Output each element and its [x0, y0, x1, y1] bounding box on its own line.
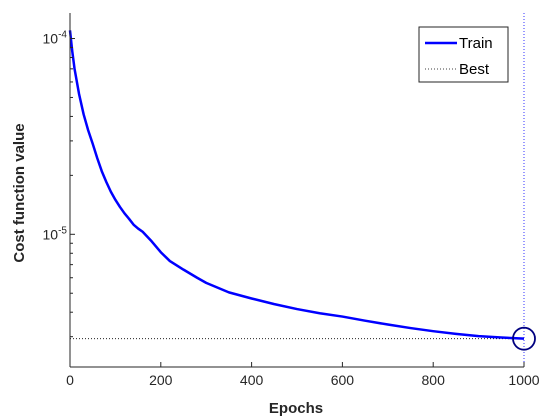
y-tick-label: 10-5 — [43, 225, 68, 242]
x-tick-label: 800 — [422, 372, 446, 388]
y-tick-label: 10-4 — [43, 30, 68, 47]
legend-label-best: Best — [459, 61, 490, 78]
x-tick-label: 0 — [66, 372, 74, 388]
best-marker — [512, 326, 536, 351]
x-axis-label: Epochs — [269, 400, 323, 417]
y-axis-label: Cost function value — [11, 123, 28, 262]
legend-box — [418, 26, 509, 83]
plot-area — [68, 13, 536, 367]
x-tick-label: 400 — [240, 372, 264, 388]
legend: Train Best — [418, 26, 509, 83]
train-series-line — [68, 30, 525, 340]
x-tick-label: 600 — [331, 372, 355, 388]
axes: 0 200 400 600 800 1000 10-5 10-4 — [43, 13, 540, 388]
x-tick-label: 200 — [149, 372, 173, 388]
legend-label-train: Train — [459, 35, 493, 52]
x-tick-label: 1000 — [508, 372, 539, 388]
